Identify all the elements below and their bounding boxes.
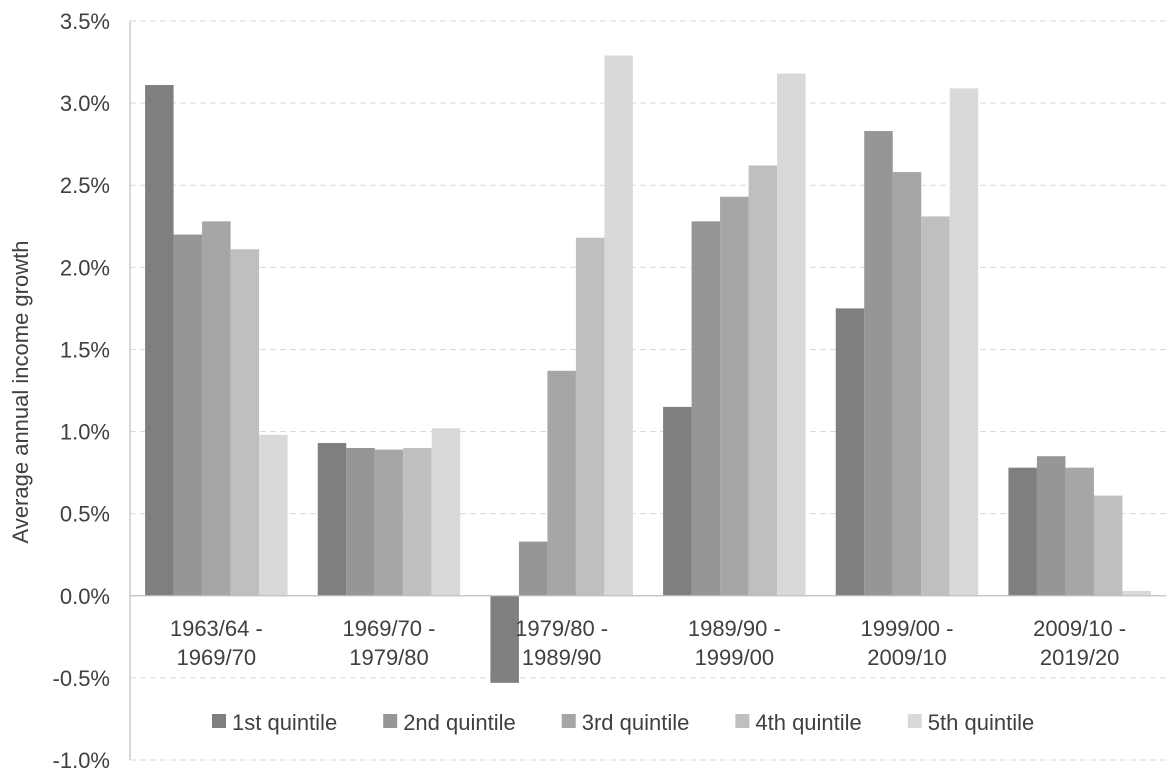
x-axis: 1963/64 - 1969/70 1969/70 - 1979/80 1979/80 … (130, 595, 1166, 670)
x-tick-label: 1969/70 - (343, 616, 436, 641)
x-tick-label: 1963/64 - (170, 616, 263, 641)
legend-label: 3rd quintile (582, 710, 690, 735)
bar-1st-quintile-0 (145, 85, 174, 596)
bar-3rd-quintile-3 (720, 196, 749, 596)
bar-1st-quintile-4 (835, 308, 865, 596)
x-tick-label: 1999/00 (695, 645, 775, 670)
y-tick-label: 1.5% (60, 337, 110, 362)
y-tick-label: 1.0% (60, 420, 110, 445)
bar-3rd-quintile-2 (547, 370, 576, 596)
legend-label: 2nd quintile (403, 710, 516, 735)
bar-5th-quintile-1 (431, 428, 461, 596)
x-tick-label: 1989/90 (522, 645, 602, 670)
bar-3rd-quintile-0 (202, 221, 231, 596)
gridlines (130, 20, 1166, 761)
bar-1st-quintile-5 (1008, 467, 1037, 596)
x-tick-label: 1969/70 (177, 645, 257, 670)
bar-3rd-quintile-1 (374, 449, 404, 596)
bar-4th-quintile-4 (921, 216, 950, 596)
bar-2nd-quintile-2 (518, 541, 548, 596)
bar-5th-quintile-0 (259, 434, 288, 596)
y-tick-label: 3.5% (60, 9, 110, 34)
y-axis: -1.0% -0.5% 0.0% 0.5% 1.0% 1.5% 2.0% 2.5% 3.0% 3.… (53, 9, 131, 771)
legend-swatch (907, 714, 922, 728)
bar-4th-quintile-2 (575, 237, 605, 596)
bar-4th-quintile-3 (748, 165, 778, 596)
y-tick-label: 0.0% (60, 584, 110, 609)
legend-label: 4th quintile (755, 710, 861, 735)
legend-swatch (561, 714, 576, 728)
x-tick-label: 1989/90 - (688, 616, 781, 641)
x-tick-label: 2019/20 (1040, 645, 1120, 670)
x-tick-label: 1999/00 - (861, 616, 954, 641)
y-tick-label: 2.5% (60, 173, 110, 198)
y-tick-label: -1.0% (53, 748, 110, 771)
bar-2nd-quintile-0 (173, 234, 203, 596)
bar-4th-quintile-0 (230, 249, 260, 596)
y-axis-title: Average annual income growth (8, 241, 33, 544)
y-tick-label: 2.0% (60, 255, 110, 280)
bar-5th-quintile-3 (777, 73, 806, 596)
bar-3rd-quintile-5 (1065, 467, 1094, 596)
x-tick-label: 2009/10 - (1033, 616, 1126, 641)
bar-5th-quintile-4 (949, 88, 979, 596)
bar-5th-quintile-2 (604, 55, 633, 596)
bar-2nd-quintile-5 (1036, 456, 1066, 596)
bar-4th-quintile-5 (1093, 495, 1123, 596)
y-tick-label: -0.5% (53, 666, 110, 691)
x-tick-label: 1979/80 - (515, 616, 608, 641)
legend-label: 5th quintile (928, 710, 1034, 735)
legend-swatch (383, 714, 398, 728)
legend-swatch (735, 714, 750, 728)
bar-3rd-quintile-4 (892, 172, 922, 596)
bar-5th-quintile-5 (1122, 590, 1151, 596)
legend-swatch (212, 714, 226, 728)
y-tick-label: 0.5% (60, 502, 110, 527)
bar-4th-quintile-1 (403, 447, 432, 596)
bar-1st-quintile-1 (317, 443, 347, 596)
bar-2nd-quintile-4 (864, 131, 893, 596)
bar-1st-quintile-3 (663, 406, 692, 596)
bar-1st-quintile-2 (490, 595, 519, 683)
x-tick-label: 2009/10 (867, 645, 947, 670)
x-tick-label: 1979/80 (349, 645, 429, 670)
y-tick-label: 3.0% (60, 91, 110, 116)
legend: 1st quintile 2nd quintile 3rd quintile 4th … (212, 710, 1034, 735)
bar-2nd-quintile-1 (346, 447, 375, 596)
bars (145, 55, 1151, 683)
bar-2nd-quintile-3 (691, 221, 721, 596)
legend-label: 1st quintile (232, 710, 337, 735)
